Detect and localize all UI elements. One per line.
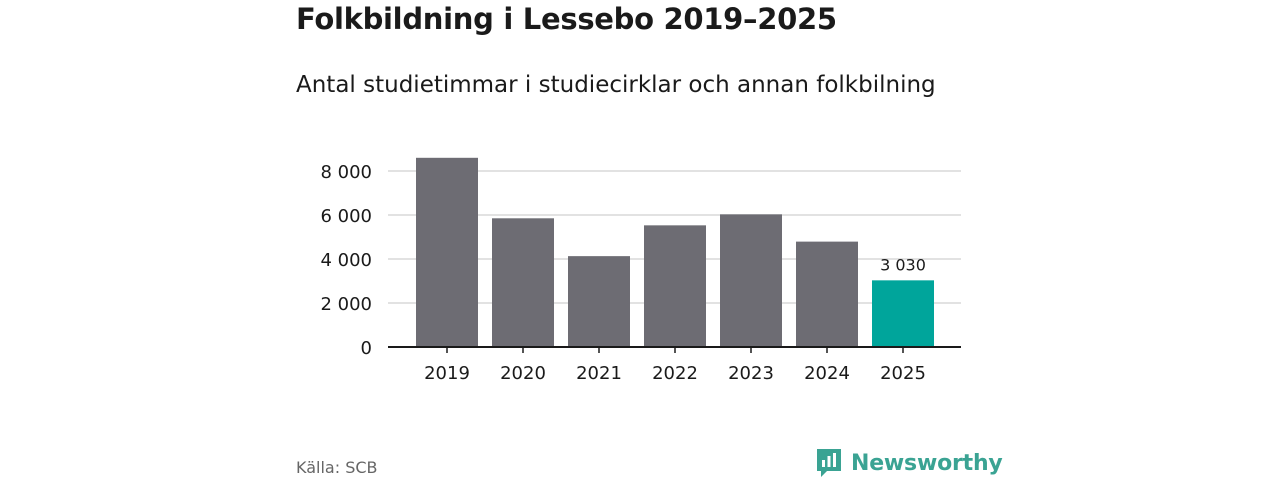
newsworthy-logo: Newsworthy	[815, 447, 1003, 479]
chart-subtitle: Antal studietimmar i studiecirklar och a…	[296, 72, 936, 98]
bar	[872, 280, 934, 347]
bar	[796, 241, 858, 347]
y-tick-label: 0	[361, 338, 372, 359]
x-axis-ticks: 2019 2020 2021 2022 2023 2024 2025	[424, 347, 926, 384]
bar	[644, 225, 706, 347]
y-axis-ticks: 0 2 000 4 000 6 000 8 000	[320, 162, 372, 359]
data-labels: 3 030	[880, 255, 926, 274]
source-note: Källa: SCB	[296, 458, 378, 477]
chart-title: Folkbildning i Lessebo 2019–2025	[296, 2, 837, 36]
x-tick-label: 2023	[728, 363, 774, 384]
bar	[492, 218, 554, 347]
bars	[416, 157, 934, 347]
x-tick-label: 2019	[424, 363, 470, 384]
brand-name: Newsworthy	[851, 450, 1003, 476]
x-tick-label: 2024	[804, 363, 850, 384]
y-tick-label: 4 000	[320, 250, 372, 271]
x-tick-label: 2021	[576, 363, 622, 384]
y-tick-label: 6 000	[320, 206, 372, 227]
bar	[416, 157, 478, 347]
x-tick-label: 2022	[652, 363, 698, 384]
newsworthy-logo-icon	[817, 449, 841, 477]
y-tick-label: 2 000	[320, 294, 372, 315]
bar	[568, 256, 630, 347]
data-label: 3 030	[880, 255, 926, 274]
y-tick-label: 8 000	[320, 162, 372, 183]
x-tick-label: 2020	[500, 363, 546, 384]
x-tick-label: 2025	[880, 363, 926, 384]
bar	[720, 214, 782, 347]
